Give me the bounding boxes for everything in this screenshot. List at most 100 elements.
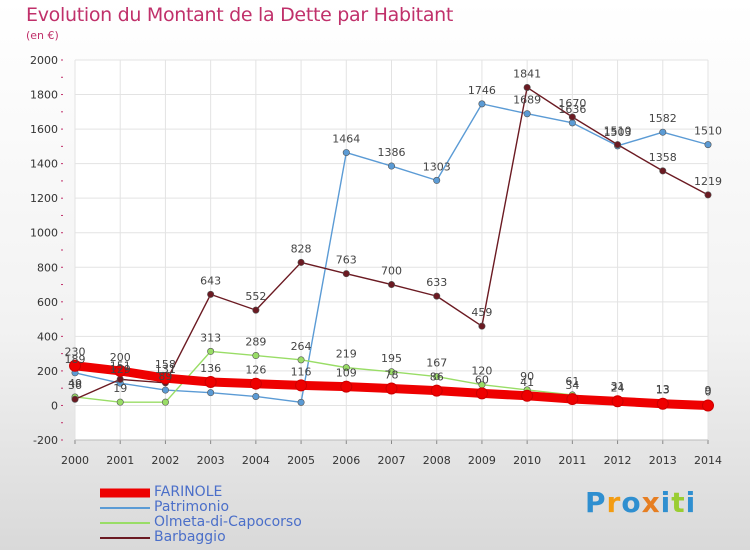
data-point-patrimonio	[161, 386, 169, 394]
data-label-farinole: 34	[565, 379, 579, 392]
data-point-barbaggio	[568, 113, 576, 121]
data-label-olmeta-di-capocorso: 313	[200, 331, 221, 344]
data-point-patrimonio	[433, 176, 441, 184]
x-tick-label: 2013	[649, 454, 677, 467]
data-point-barbaggio	[297, 258, 305, 266]
legend-label-farinole: FARINOLE	[154, 484, 223, 500]
data-label-barbaggio: 36	[68, 379, 82, 392]
data-label-olmeta-di-capocorso: 31	[611, 380, 625, 393]
data-label-olmeta-di-capocorso: 167	[426, 357, 447, 370]
x-tick-label: 2005	[287, 454, 315, 467]
data-point-farinole	[475, 387, 488, 400]
data-point-olmeta-di-capocorso	[297, 356, 305, 364]
data-label-barbaggio: 643	[200, 274, 221, 287]
data-point-olmeta-di-capocorso	[161, 398, 169, 406]
data-label-farinole: 136	[200, 362, 221, 375]
data-label-farinole: 13	[656, 384, 670, 397]
x-tick-label: 2008	[423, 454, 451, 467]
x-tick-label: 2014	[694, 454, 722, 467]
x-tick-label: 2000	[61, 454, 89, 467]
data-label-olmeta-di-capocorso: 264	[291, 340, 312, 353]
y-tick-label: 400	[37, 330, 58, 343]
data-point-farinole	[295, 379, 308, 392]
y-tick-label: -200	[33, 434, 58, 447]
data-label-olmeta-di-capocorso: 289	[245, 336, 266, 349]
data-point-barbaggio	[614, 141, 622, 149]
data-label-barbaggio: 459	[471, 306, 492, 319]
y-tick-label: 1600	[30, 123, 58, 136]
data-label-olmeta-di-capocorso: 195	[381, 352, 402, 365]
data-label-farinole: 116	[291, 365, 312, 378]
y-tick-label: 1800	[30, 89, 58, 102]
data-point-olmeta-di-capocorso	[387, 368, 395, 376]
data-label-farinole: 86	[430, 371, 444, 384]
data-label-farinole: 24	[611, 381, 625, 394]
data-point-barbaggio	[523, 83, 531, 91]
legend-item-olmeta[interactable]: Olmeta-di-Capocorso	[100, 515, 400, 530]
data-point-olmeta-di-capocorso	[252, 352, 260, 360]
data-point-farinole	[566, 393, 579, 406]
legend-item-farinole[interactable]: FARINOLE	[100, 485, 400, 500]
data-label-farinole: 126	[245, 364, 266, 377]
data-point-farinole	[249, 377, 262, 390]
data-label-barbaggio: 1841	[513, 67, 541, 80]
data-point-patrimonio	[568, 119, 576, 127]
data-point-farinole	[430, 384, 443, 397]
data-point-farinole	[656, 397, 669, 410]
data-label-barbaggio: 763	[336, 254, 357, 267]
data-label-farinole: 230	[65, 346, 86, 359]
x-tick-label: 2006	[332, 454, 360, 467]
y-tick-label: 1400	[30, 158, 58, 171]
data-point-olmeta-di-capocorso	[342, 364, 350, 372]
legend-item-barbaggio[interactable]: Barbaggio	[100, 530, 400, 545]
data-label-patrimonio: 129	[110, 363, 131, 376]
logo-letter: o	[621, 486, 642, 519]
data-label-olmeta-di-capocorso: 49	[68, 377, 82, 390]
data-point-barbaggio	[342, 270, 350, 278]
data-label-barbaggio: 1219	[694, 175, 722, 188]
data-label-patrimonio: 1636	[558, 103, 586, 116]
data-point-barbaggio	[478, 322, 486, 330]
y-tick-label: 1000	[30, 227, 58, 240]
data-point-patrimonio	[478, 100, 486, 108]
data-label-patrimonio: 1689	[513, 94, 541, 107]
data-point-olmeta-di-capocorso	[433, 373, 441, 381]
y-tick-label: 1200	[30, 192, 58, 205]
data-label-patrimonio: 1303	[423, 160, 451, 173]
logo-letter: i	[685, 486, 697, 519]
data-point-patrimonio	[387, 162, 395, 170]
legend-item-patrimonio[interactable]: Patrimonio	[100, 500, 400, 515]
logo-letter: i	[660, 486, 672, 519]
legend-swatch-barbaggio	[100, 536, 150, 539]
data-point-farinole	[611, 395, 624, 408]
chart-subtitle: (en €)	[26, 29, 59, 42]
chart-title: Evolution du Montant de la Dette par Hab…	[26, 4, 454, 26]
legend-label-barbaggio: Barbaggio	[154, 529, 226, 545]
x-tick-label: 2004	[242, 454, 270, 467]
x-tick-label: 2011	[558, 454, 586, 467]
data-point-patrimonio	[252, 392, 260, 400]
data-point-farinole	[521, 389, 534, 402]
data-label-olmeta-di-capocorso: 61	[565, 375, 579, 388]
y-tick-label: 800	[37, 261, 58, 274]
data-label-olmeta-di-capocorso: 19	[113, 382, 127, 395]
x-tick-label: 2001	[106, 454, 134, 467]
data-label-barbaggio: 1358	[649, 151, 677, 164]
data-point-barbaggio	[387, 281, 395, 289]
data-label-patrimonio: 1386	[378, 146, 406, 159]
data-point-barbaggio	[207, 290, 215, 298]
data-label-barbaggio: 633	[426, 276, 447, 289]
data-point-farinole	[69, 359, 81, 372]
logo-letter: t	[671, 486, 686, 519]
legend: FARINOLE Patrimonio Olmeta-di-Capocorso …	[100, 485, 400, 545]
data-point-patrimonio	[297, 398, 305, 406]
x-tick-label: 2012	[604, 454, 632, 467]
data-label-olmeta-di-capocorso: 90	[520, 370, 534, 383]
y-tick-label: 600	[37, 296, 58, 309]
data-label-olmeta-di-capocorso: 13	[656, 383, 670, 396]
y-tick-label: 200	[37, 365, 58, 378]
data-label-farinole: 0	[705, 385, 712, 398]
data-point-olmeta-di-capocorso	[116, 398, 124, 406]
legend-swatch-patrimonio	[100, 506, 150, 509]
data-point-patrimonio	[342, 149, 350, 157]
